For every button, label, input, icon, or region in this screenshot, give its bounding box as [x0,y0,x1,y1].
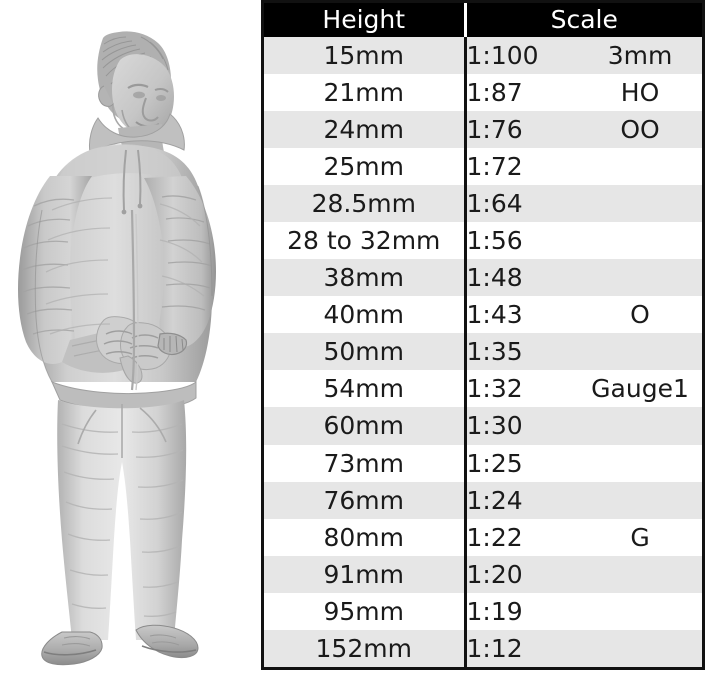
cell-height: 152mm [264,629,467,667]
table-header: Height Scale [264,3,703,37]
cell-scale: 1:35 [465,333,578,371]
cell-gauge-label: O [578,296,703,334]
cell-gauge-label [578,481,703,519]
cell-height: 25mm [264,148,467,186]
cell-height: 38mm [264,259,467,297]
cell-gauge-label: OO [578,111,703,149]
cell-gauge-label: Gauge1 [578,370,703,408]
cell-gauge-label [578,333,703,371]
cell-scale: 1:64 [465,185,578,223]
height-scale-table: Height Scale 15mm 1:100 3mm 21mm 1:87 HO 24mm 1… [264,3,703,667]
cell-height: 28.5mm [264,185,467,223]
cell-scale: 1:30 [465,407,578,445]
cell-height: 21mm [264,74,467,112]
cell-gauge-label [578,407,703,445]
table-row: 15mm 1:100 3mm [264,37,703,75]
table-row: 28 to 32mm 1:56 [264,222,703,260]
cell-scale: 1:43 [465,296,578,334]
cell-height: 80mm [264,518,467,556]
scan-figure-image [18,31,216,666]
table-row: 76mm 1:24 [264,481,703,519]
table-row: 91mm 1:20 [264,555,703,593]
cell-scale: 1:22 [465,518,578,556]
cell-scale: 1:20 [465,555,578,593]
cell-height: 73mm [264,444,467,482]
cell-height: 60mm [264,407,467,445]
cell-height: 50mm [264,333,467,371]
cell-scale: 1:25 [465,444,578,482]
table-row: 54mm 1:32 Gauge1 [264,370,703,408]
cell-gauge-label [578,148,703,186]
table-row: 24mm 1:76 OO [264,111,703,149]
cell-scale: 1:56 [465,222,578,260]
cell-gauge-label [578,222,703,260]
cell-gauge-label [578,444,703,482]
table-row: 25mm 1:72 [264,148,703,186]
cell-gauge-label [578,259,703,297]
cell-height: 76mm [264,481,467,519]
table-row: 21mm 1:87 HO [264,74,703,112]
cell-gauge-label [578,555,703,593]
column-header-scale: Scale [465,3,703,37]
scale-reference-table: Height Scale 15mm 1:100 3mm 21mm 1:87 HO 24mm 1… [261,0,705,670]
table-body: 15mm 1:100 3mm 21mm 1:87 HO 24mm 1:76 OO 25mm 1:72… [264,37,703,667]
cell-height: 28 to 32mm [264,222,467,260]
cell-scale: 1:72 [465,148,578,186]
cell-height: 95mm [264,592,467,630]
table-row: 28.5mm 1:64 [264,185,703,223]
cell-gauge-label [578,185,703,223]
table-row: 80mm 1:22 G [264,518,703,556]
cell-scale: 1:19 [465,592,578,630]
cell-gauge-label [578,592,703,630]
cell-height: 24mm [264,111,467,149]
cell-gauge-label: G [578,518,703,556]
column-header-height: Height [264,3,467,37]
cell-scale: 1:87 [465,74,578,112]
figure-panel: Grayscale 3D scan render of a standing m… [0,0,258,676]
cell-scale: 1:32 [465,370,578,408]
table-row: 152mm 1:12 [264,629,703,667]
table-row: 73mm 1:25 [264,444,703,482]
cell-height: 91mm [264,555,467,593]
cell-gauge-label: 3mm [578,37,703,75]
table-row: 38mm 1:48 [264,259,703,297]
cell-scale: 1:12 [465,629,578,667]
table-row: 50mm 1:35 [264,333,703,371]
cell-height: 15mm [264,37,467,75]
table-row: 60mm 1:30 [264,407,703,445]
header-row: Height Scale [264,3,703,37]
table-row: 40mm 1:43 O [264,296,703,334]
cell-height: 54mm [264,370,467,408]
cell-height: 40mm [264,296,467,334]
cell-gauge-label [578,629,703,667]
cell-scale: 1:100 [465,37,578,75]
cell-gauge-label: HO [578,74,703,112]
table-row: 95mm 1:19 [264,592,703,630]
cell-scale: 1:24 [465,481,578,519]
cell-scale: 1:76 [465,111,578,149]
cell-scale: 1:48 [465,259,578,297]
